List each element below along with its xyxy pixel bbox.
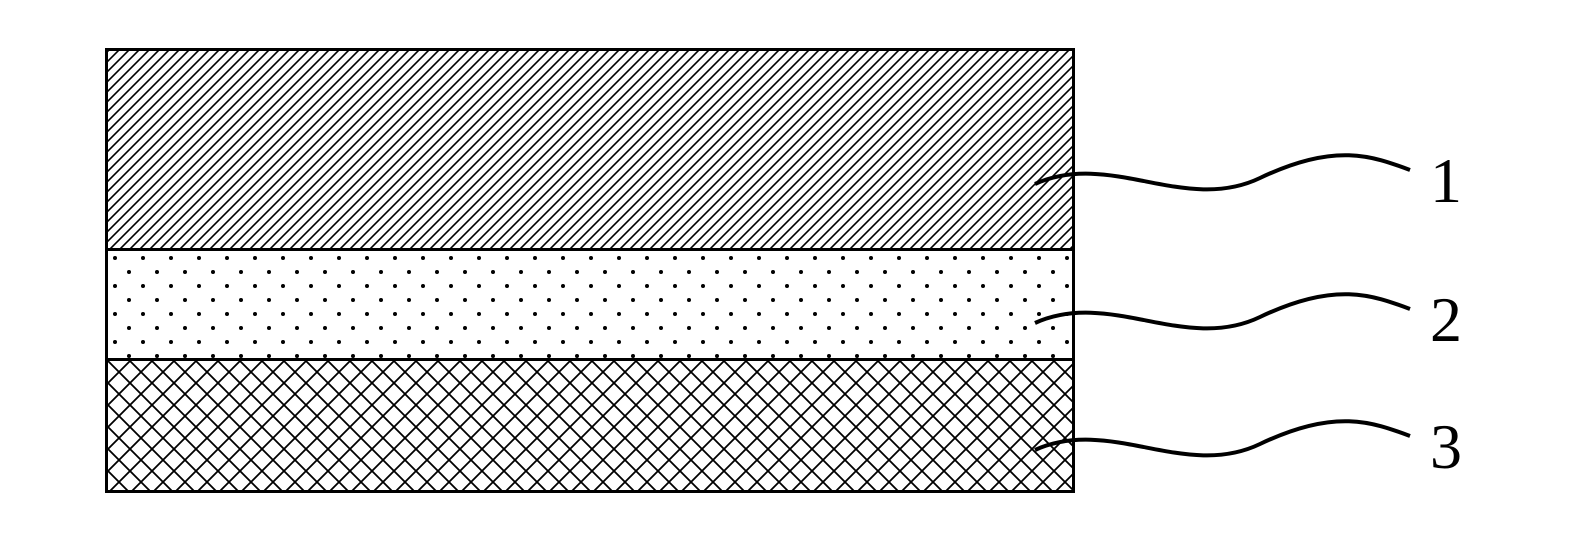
layer-1 [105,48,1075,248]
layer-2-label: 2 [1430,283,1462,357]
diagram-canvas: 1 2 3 [0,0,1571,547]
leader-line-2 [1035,273,1410,373]
leader-line-1 [1035,134,1410,234]
layer-2 [105,248,1075,358]
layer-1-fill [108,51,1072,248]
layer-3 [105,358,1075,493]
leader-line-3 [1035,400,1410,500]
layer-3-fill [108,361,1072,490]
layer-2-fill [108,251,1072,358]
layer-1-label: 1 [1430,144,1462,218]
layer-3-label: 3 [1430,410,1462,484]
